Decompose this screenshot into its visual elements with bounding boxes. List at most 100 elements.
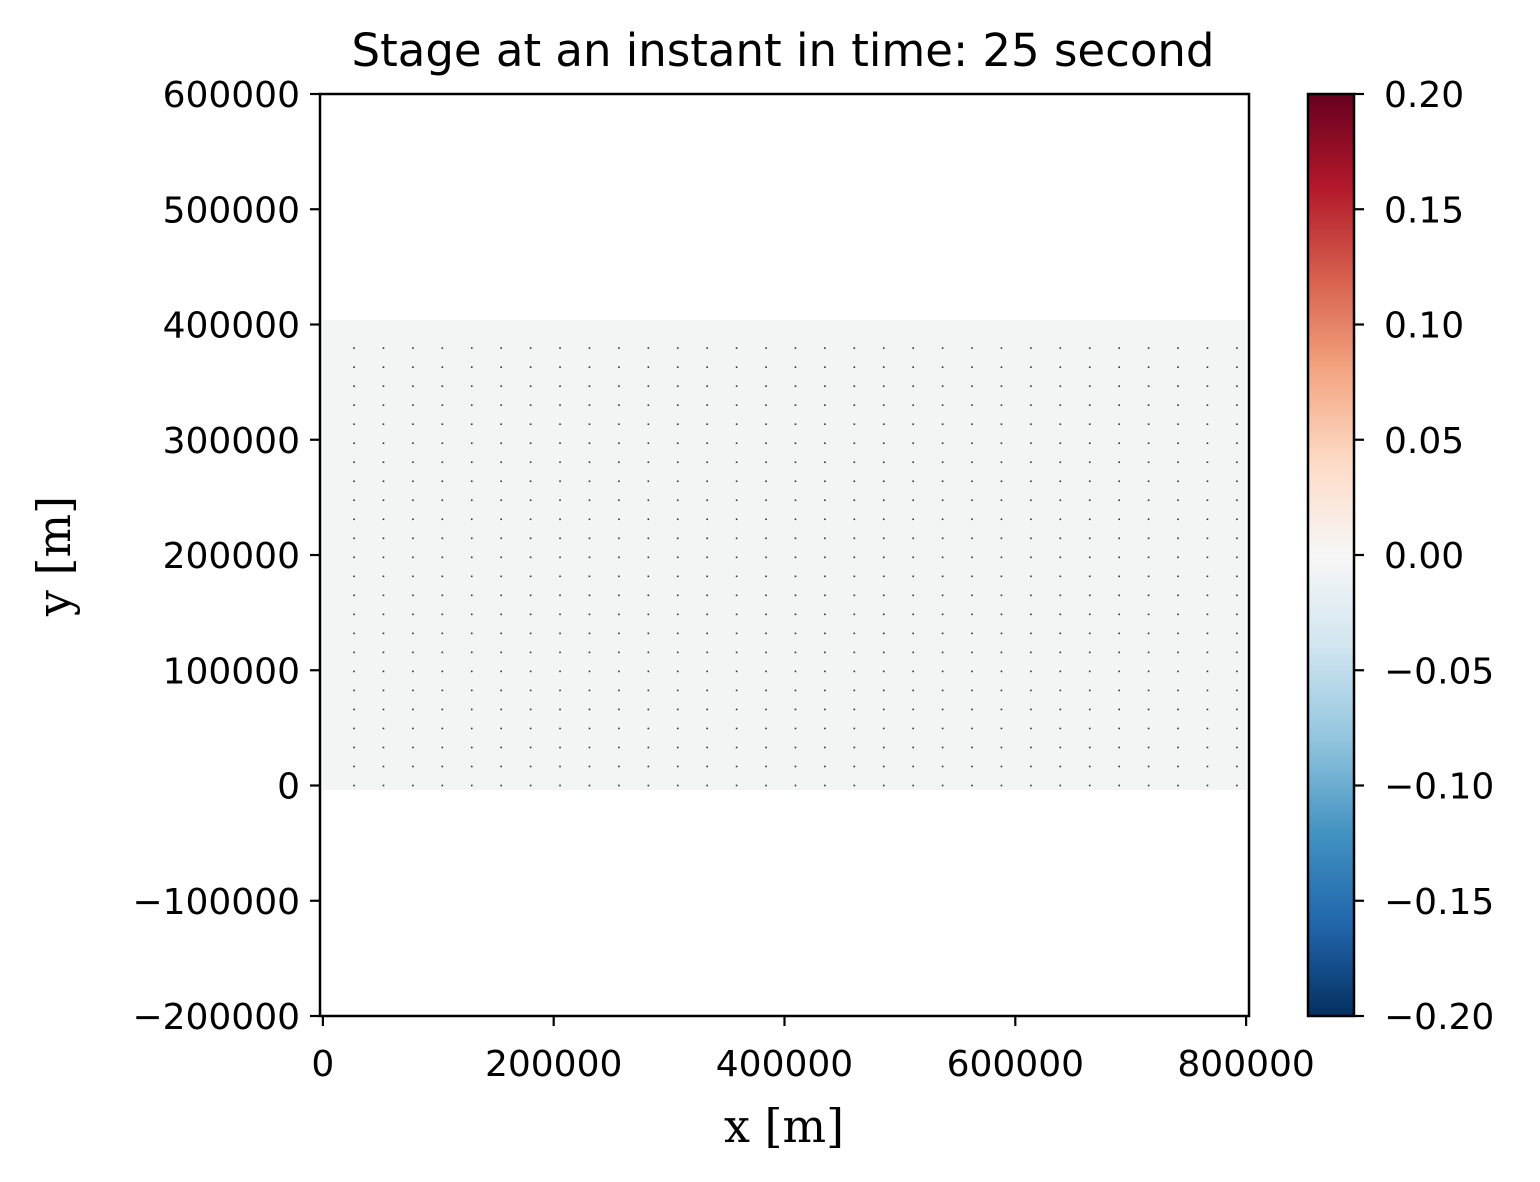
mesh-point bbox=[1206, 537, 1209, 540]
y-tick-label: 300000 bbox=[163, 421, 300, 462]
mesh-point bbox=[1177, 442, 1179, 445]
mesh-point bbox=[647, 480, 650, 483]
mesh-point bbox=[676, 518, 679, 521]
colorbar-tick-label: 0.20 bbox=[1384, 75, 1464, 116]
mesh-point bbox=[441, 727, 444, 730]
mesh-point bbox=[1088, 537, 1091, 540]
mesh-point bbox=[529, 727, 532, 730]
mesh-point bbox=[706, 499, 708, 502]
mesh-point bbox=[588, 499, 591, 502]
mesh-point bbox=[353, 708, 355, 711]
mesh-point bbox=[1088, 575, 1091, 578]
mesh-point bbox=[676, 708, 679, 711]
mesh-point bbox=[588, 385, 591, 387]
mesh-point bbox=[647, 442, 650, 445]
mesh-point bbox=[470, 480, 473, 483]
mesh-point bbox=[735, 556, 738, 559]
mesh-point bbox=[1206, 423, 1209, 425]
mesh-point bbox=[1206, 632, 1209, 635]
mesh-point bbox=[382, 651, 385, 654]
mesh-point bbox=[647, 670, 650, 673]
mesh-point bbox=[676, 423, 679, 425]
colorbar-tick-label: −0.10 bbox=[1384, 767, 1494, 808]
mesh-point bbox=[1030, 651, 1032, 654]
mesh-point bbox=[1206, 708, 1209, 711]
mesh-point bbox=[735, 708, 738, 711]
mesh-point bbox=[1206, 518, 1209, 521]
mesh-point bbox=[1000, 385, 1003, 387]
mesh-point bbox=[1059, 480, 1062, 483]
mesh-point bbox=[765, 423, 767, 425]
mesh-point bbox=[1000, 575, 1003, 578]
mesh-point bbox=[382, 746, 385, 749]
colorbar-tick-label: 0.15 bbox=[1384, 190, 1464, 231]
mesh-point bbox=[588, 404, 591, 406]
mesh-point bbox=[588, 423, 591, 425]
mesh-point bbox=[412, 461, 414, 464]
mesh-point bbox=[500, 385, 502, 387]
mesh-point bbox=[706, 765, 708, 768]
mesh-point bbox=[941, 613, 944, 616]
mesh-point bbox=[735, 746, 738, 749]
mesh-point bbox=[824, 575, 826, 578]
mesh-point bbox=[1000, 461, 1003, 464]
mesh-point bbox=[1059, 632, 1062, 635]
mesh-point bbox=[1206, 746, 1209, 749]
mesh-point bbox=[647, 537, 650, 540]
mesh-point bbox=[441, 613, 444, 616]
mesh-point bbox=[941, 537, 944, 540]
mesh-point bbox=[1030, 632, 1032, 635]
mesh-point bbox=[971, 708, 973, 711]
mesh-point bbox=[1147, 651, 1150, 654]
mesh-point bbox=[1147, 385, 1150, 387]
mesh-point bbox=[470, 575, 473, 578]
mesh-point bbox=[794, 366, 797, 368]
mesh-point bbox=[470, 385, 473, 387]
mesh-point bbox=[794, 689, 797, 692]
mesh-point bbox=[1000, 632, 1003, 635]
mesh-point bbox=[441, 689, 444, 692]
mesh-point bbox=[559, 537, 561, 540]
mesh-point bbox=[735, 537, 738, 540]
mesh-point bbox=[618, 461, 620, 464]
mesh-point bbox=[971, 746, 973, 749]
x-tick-label: 600000 bbox=[947, 1044, 1084, 1085]
mesh-point bbox=[1177, 727, 1179, 730]
mesh-point bbox=[706, 727, 708, 730]
mesh-point bbox=[647, 556, 650, 559]
mesh-point bbox=[706, 404, 708, 406]
mesh-point bbox=[912, 423, 914, 425]
mesh-point bbox=[559, 765, 561, 768]
mesh-point bbox=[1000, 556, 1003, 559]
mesh-point bbox=[588, 518, 591, 521]
mesh-point bbox=[735, 594, 738, 597]
mesh-point bbox=[618, 727, 620, 730]
mesh-point bbox=[676, 765, 679, 768]
mesh-point bbox=[353, 461, 355, 464]
mesh-point bbox=[912, 651, 914, 654]
y-tick-label: 400000 bbox=[163, 306, 300, 347]
mesh-point bbox=[470, 556, 473, 559]
mesh-point bbox=[1030, 784, 1032, 787]
mesh-point bbox=[765, 765, 767, 768]
mesh-point bbox=[382, 727, 385, 730]
mesh-point bbox=[441, 784, 444, 787]
mesh-point bbox=[882, 423, 885, 425]
mesh-point bbox=[618, 404, 620, 406]
mesh-point bbox=[1059, 537, 1062, 540]
mesh-point bbox=[647, 594, 650, 597]
mesh-point bbox=[500, 765, 502, 768]
mesh-point bbox=[912, 385, 914, 387]
mesh-point bbox=[353, 765, 355, 768]
mesh-point bbox=[735, 575, 738, 578]
mesh-point bbox=[1000, 613, 1003, 616]
mesh-point bbox=[676, 594, 679, 597]
mesh-point bbox=[765, 366, 767, 368]
mesh-point bbox=[588, 727, 591, 730]
mesh-point bbox=[529, 784, 532, 787]
x-tick-label: 800000 bbox=[1177, 1044, 1314, 1085]
mesh-point bbox=[735, 385, 738, 387]
mesh-point bbox=[353, 746, 355, 749]
mesh-point bbox=[588, 556, 591, 559]
mesh-point bbox=[971, 442, 973, 445]
